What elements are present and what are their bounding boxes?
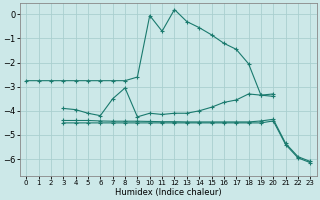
X-axis label: Humidex (Indice chaleur): Humidex (Indice chaleur) — [115, 188, 221, 197]
